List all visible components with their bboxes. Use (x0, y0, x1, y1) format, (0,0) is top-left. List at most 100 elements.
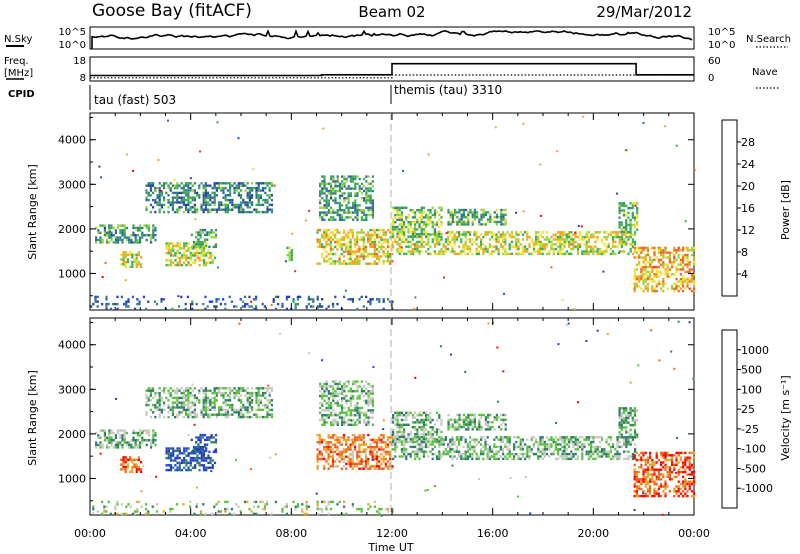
v-cell (418, 450, 421, 453)
p-cell (414, 225, 417, 229)
v-cell (262, 391, 265, 395)
v-cell (207, 389, 210, 392)
v-cell (185, 454, 188, 457)
v-cell (378, 460, 381, 463)
v-cell (352, 394, 355, 398)
p-cell (627, 216, 630, 219)
p-cell (375, 236, 379, 239)
v-cell (583, 438, 586, 441)
v-cell (233, 387, 236, 390)
p-cell (205, 254, 208, 257)
p-cell (369, 236, 372, 239)
p-cell (375, 257, 379, 261)
v-cell (319, 385, 322, 388)
p-cell (411, 211, 414, 214)
p-cell (386, 228, 390, 232)
p-cell (133, 258, 136, 261)
v-cell (321, 409, 324, 412)
p-cell (358, 189, 361, 193)
p-cell (352, 211, 355, 214)
p-cell (356, 231, 359, 234)
p-cell (688, 261, 691, 264)
v-cell (342, 455, 346, 458)
v-cell (199, 441, 202, 444)
v-cell (205, 459, 208, 462)
v-cell (418, 443, 421, 446)
v-cell (220, 391, 223, 395)
p-cell (565, 238, 568, 241)
v-cell (149, 394, 152, 397)
p-cell (353, 260, 357, 263)
p-cell (515, 233, 518, 236)
v-cell (521, 440, 524, 444)
v-cell (224, 403, 227, 407)
v-cell (194, 466, 197, 469)
p-cell (318, 262, 321, 265)
p-cell (363, 189, 366, 193)
v-cell (145, 411, 148, 414)
v-cell (112, 439, 115, 442)
v-cell (360, 443, 363, 446)
p-cell (347, 248, 350, 251)
p-cell (365, 218, 368, 221)
nave-trace (90, 74, 694, 79)
p-cell (334, 199, 337, 202)
p-cell (255, 186, 258, 190)
p-cell (521, 250, 524, 253)
v-cell (126, 465, 129, 469)
v-cell (178, 413, 181, 416)
p-cell (116, 302, 119, 306)
v-cell (464, 438, 467, 441)
v-cell (356, 387, 359, 390)
p-cell (338, 182, 341, 185)
v-cell (174, 401, 177, 404)
p-cell (152, 226, 155, 230)
p-cell (218, 182, 221, 185)
v-cell (169, 408, 172, 412)
p-cell (338, 238, 341, 241)
v-cell (212, 450, 215, 454)
p-cell (664, 268, 667, 271)
v-cell (172, 449, 175, 453)
v-cell (200, 411, 203, 414)
p-cell (629, 235, 632, 239)
p-cell (662, 249, 665, 252)
p-cell (666, 251, 669, 254)
p-cell (400, 218, 403, 221)
v-cell (416, 443, 419, 446)
v-cell (367, 423, 370, 426)
p-cell (625, 233, 628, 236)
v-cell (541, 448, 544, 451)
p-cell (585, 231, 588, 234)
v-cell (371, 409, 374, 412)
v-cell (392, 448, 395, 451)
p-cell (690, 273, 693, 276)
v-cell (270, 387, 273, 390)
v-cell (190, 450, 193, 454)
p-cell (338, 240, 341, 244)
p-cell (369, 228, 372, 232)
p-cell (646, 249, 649, 252)
p-cell (429, 233, 432, 236)
p-scatter-cell (414, 296, 417, 299)
p-cell (199, 228, 202, 232)
v-cell (403, 448, 406, 451)
v-cell (351, 457, 354, 461)
p-cell (427, 218, 430, 221)
p-cell (486, 231, 489, 234)
p-cell (455, 231, 458, 234)
v-cell (262, 394, 265, 397)
v-cell (266, 389, 269, 392)
p-cell (325, 189, 328, 193)
v-cell (323, 421, 326, 424)
v-cell (378, 465, 381, 468)
v-cell (371, 411, 374, 414)
p-cell (114, 302, 117, 306)
p-cell (349, 248, 352, 251)
p-cell (367, 240, 370, 244)
p-cell (673, 256, 676, 259)
p-cell (268, 196, 271, 199)
v-cell (590, 448, 593, 451)
